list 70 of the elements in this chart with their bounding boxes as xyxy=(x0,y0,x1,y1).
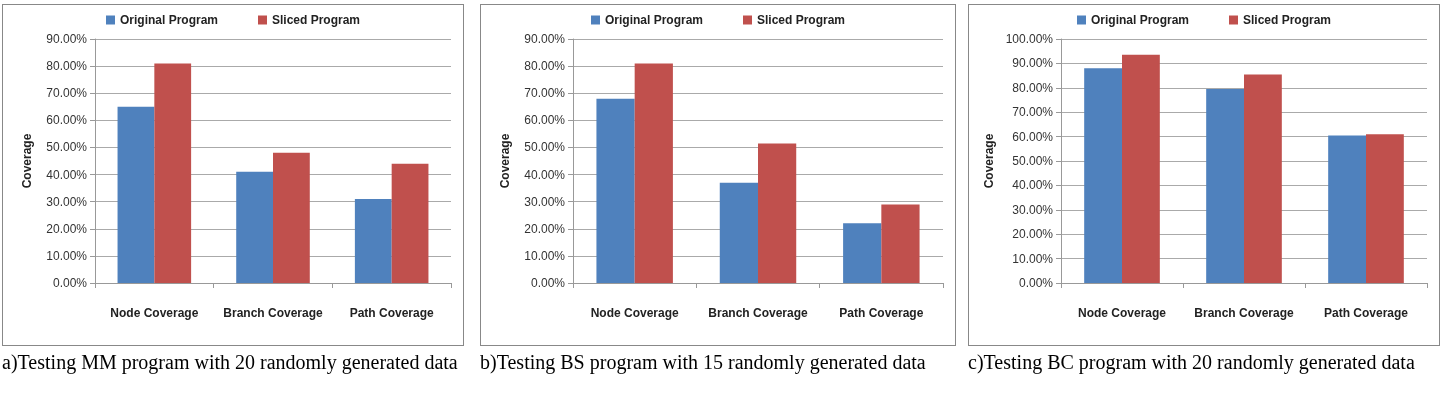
y-tick-label: 60.00% xyxy=(1012,129,1054,144)
x-tick-label: Path Coverage xyxy=(839,306,924,320)
y-tick-label: 10.00% xyxy=(46,248,88,263)
bar xyxy=(1206,89,1244,283)
legend-label: Sliced Program xyxy=(272,13,361,27)
y-tick-label: 80.00% xyxy=(1012,80,1054,95)
x-tick-label: Path Coverage xyxy=(1323,306,1409,320)
bar xyxy=(634,63,673,283)
bar xyxy=(354,198,392,283)
legend-label: Sliced Program xyxy=(1243,13,1332,27)
y-tick-label: 20.00% xyxy=(1012,227,1054,242)
bar xyxy=(117,106,155,283)
bar xyxy=(719,182,758,283)
legend-label: Original Program xyxy=(119,13,218,27)
bar xyxy=(1328,135,1366,283)
x-tick-label: Node Coverage xyxy=(110,306,199,320)
y-tick-label: 70.00% xyxy=(524,86,566,101)
y-tick-label: 40.00% xyxy=(46,167,88,182)
bar xyxy=(236,171,273,283)
y-axis-title: Coverage xyxy=(498,133,512,189)
legend-label: Original Program xyxy=(604,13,703,27)
y-tick-label: 0.00% xyxy=(52,276,88,290)
y-tick-label: 50.00% xyxy=(1012,154,1054,168)
y-tick-label: 50.00% xyxy=(46,140,88,155)
y-tick-label: 50.00% xyxy=(524,140,566,155)
y-tick-label: 20.00% xyxy=(524,221,566,236)
x-tick-label: Path Coverage xyxy=(349,306,435,320)
bar xyxy=(758,143,797,283)
y-tick-label: 0.00% xyxy=(530,276,566,290)
y-axis-title: Coverage xyxy=(20,133,34,189)
text: a)Testing MM program with 20 randomly generated data xyxy=(2,350,459,374)
y-tick-label: 90.00% xyxy=(46,32,88,46)
x-tick-label: Branch Coverage xyxy=(1194,306,1295,320)
bar xyxy=(1366,134,1404,283)
bar xyxy=(1122,54,1160,283)
bar xyxy=(391,163,429,283)
bar xyxy=(273,152,310,283)
legend-label: Sliced Program xyxy=(757,13,846,27)
y-tick-label: 80.00% xyxy=(524,59,566,74)
y-tick-label: 30.00% xyxy=(1012,202,1054,217)
y-tick-label: 80.00% xyxy=(46,59,88,74)
y-tick-label: 60.00% xyxy=(524,113,566,128)
y-tick-label: 30.00% xyxy=(46,194,88,209)
legend-label: Original Program xyxy=(1090,13,1189,27)
bar xyxy=(843,223,882,283)
y-tick-label: 40.00% xyxy=(524,167,566,182)
bar xyxy=(1244,74,1282,283)
x-tick-label: Branch Coverage xyxy=(223,306,324,320)
text: c)Testing BC program with 20 randomly generated data xyxy=(968,350,1416,374)
x-tick-label: Node Coverage xyxy=(590,306,679,320)
y-tick-label: 30.00% xyxy=(524,194,566,209)
y-tick-label: 0.00% xyxy=(1018,276,1054,290)
y-tick-label: 40.00% xyxy=(1012,178,1054,193)
y-tick-label: 70.00% xyxy=(1012,105,1054,120)
y-tick-label: 60.00% xyxy=(46,113,88,128)
text: b)Testing BS program with 15 randomly generated data xyxy=(480,350,927,374)
bar xyxy=(1084,68,1122,283)
y-tick-label: 10.00% xyxy=(524,248,566,263)
y-tick-label: 90.00% xyxy=(524,32,566,46)
y-tick-label: 20.00% xyxy=(46,221,88,236)
y-tick-label: 90.00% xyxy=(1012,56,1054,71)
x-tick-label: Node Coverage xyxy=(1077,306,1167,320)
x-tick-label: Branch Coverage xyxy=(708,306,809,320)
y-tick-label: 100.00% xyxy=(1005,32,1054,46)
y-tick-label: 10.00% xyxy=(1012,251,1054,266)
y-tick-label: 70.00% xyxy=(46,86,88,101)
bar xyxy=(154,63,192,283)
bar xyxy=(596,98,635,283)
y-axis-title: Coverage xyxy=(981,133,996,189)
bar xyxy=(881,204,920,283)
